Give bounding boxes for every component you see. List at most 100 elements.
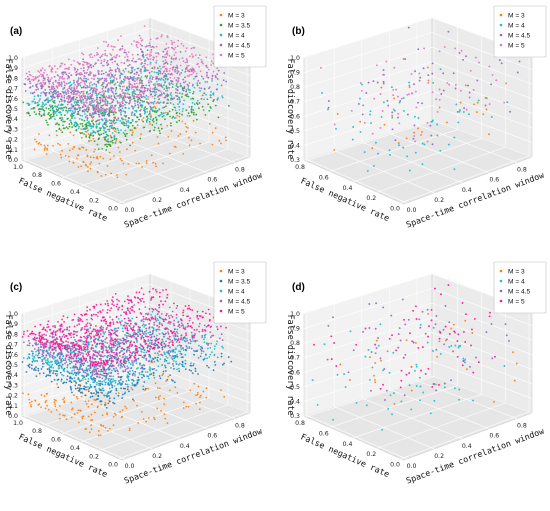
scatter-point	[99, 365, 101, 368]
scatter-point	[42, 79, 45, 82]
scatter-point	[134, 85, 137, 88]
scatter-point	[192, 92, 194, 95]
scatter-point	[77, 110, 79, 113]
scatter-point	[99, 380, 102, 383]
scatter-point	[190, 108, 193, 111]
scatter-point	[156, 343, 158, 346]
scatter-point	[86, 95, 89, 98]
scatter-point	[150, 154, 153, 157]
scatter-point	[192, 55, 195, 57]
scatter-point	[60, 378, 63, 381]
scatter-point	[106, 326, 108, 329]
scatter-point	[117, 308, 119, 310]
y-tick-label: 0.8	[295, 164, 305, 171]
scatter-point	[488, 133, 490, 136]
scatter-point	[72, 95, 75, 98]
scatter-point	[96, 170, 99, 173]
scatter-point	[32, 75, 34, 78]
scatter-point	[176, 368, 178, 371]
scatter-point	[113, 355, 116, 358]
scatter-point	[45, 103, 47, 105]
scatter-point	[101, 111, 104, 114]
scatter-point	[175, 317, 178, 319]
scatter-point	[130, 86, 133, 89]
scatter-point	[164, 118, 166, 120]
scatter-point	[194, 370, 197, 372]
scatter-point	[442, 72, 445, 75]
scatter-point	[65, 361, 68, 363]
scatter-point	[109, 368, 111, 370]
scatter-point	[124, 110, 127, 113]
scatter-point	[115, 119, 118, 121]
scatter-point	[180, 72, 183, 74]
scatter-point	[159, 90, 162, 93]
scatter-point	[116, 63, 119, 66]
scatter-point	[107, 91, 110, 93]
scatter-point	[138, 354, 141, 357]
scatter-point	[149, 110, 151, 113]
scatter-point	[157, 319, 160, 322]
scatter-point	[105, 119, 107, 122]
scatter-point	[143, 66, 146, 69]
x-gridline	[361, 141, 462, 184]
scatter-point	[99, 99, 101, 102]
scatter-point	[115, 137, 118, 140]
scatter-point	[127, 335, 129, 337]
scatter-point	[68, 358, 70, 361]
scatter-point	[69, 347, 72, 350]
scatter-point	[99, 155, 102, 158]
scatter-point	[89, 383, 92, 386]
scatter-point	[92, 357, 94, 360]
scatter-point	[106, 393, 109, 395]
scatter-point	[382, 73, 385, 76]
scatter-point	[129, 356, 132, 359]
scatter-point	[67, 351, 70, 354]
scatter-point	[174, 107, 177, 109]
scatter-point	[48, 370, 51, 373]
scatter-point	[101, 414, 104, 417]
scatter-point	[96, 96, 99, 99]
legend-entry: M = 4.5	[508, 32, 531, 39]
scatter-point	[186, 61, 189, 63]
scatter-point	[94, 148, 96, 151]
scatter-point	[436, 134, 439, 137]
scatter-point	[85, 126, 88, 128]
scatter-point	[166, 337, 169, 340]
scatter-point	[167, 328, 170, 331]
scatter-point	[195, 402, 198, 405]
scatter-point	[54, 405, 57, 408]
scatter-point	[125, 336, 128, 339]
scatter-point	[121, 397, 124, 399]
scatter-point	[156, 356, 159, 359]
scatter-point	[82, 161, 85, 164]
scatter-point	[63, 63, 66, 66]
scatter-point	[199, 142, 202, 145]
scatter-point	[73, 92, 76, 95]
scatter-point	[82, 371, 85, 373]
scatter-point	[186, 307, 189, 310]
scatter-point	[181, 113, 184, 116]
y-gridline	[99, 148, 229, 195]
scatter-point	[93, 140, 96, 143]
x-tick-label: 0.6	[207, 177, 217, 184]
z-tick-label: 0.5	[8, 106, 18, 113]
scatter-point	[198, 325, 200, 328]
scatter-point	[98, 382, 101, 385]
scatter-point	[170, 92, 173, 94]
scatter-point	[113, 135, 116, 138]
scatter-point	[149, 130, 152, 132]
scatter-point	[62, 124, 64, 127]
scatter-point	[411, 92, 414, 95]
scatter-point	[61, 149, 63, 152]
scatter-point	[147, 377, 150, 380]
scatter-point	[111, 349, 114, 352]
scatter-point	[162, 372, 165, 375]
scatter-point	[98, 79, 101, 82]
scatter-point	[426, 140, 429, 143]
scatter-point	[79, 148, 81, 151]
scatter-point	[66, 344, 69, 346]
scatter-point	[74, 98, 77, 101]
scatter-point	[161, 127, 163, 130]
scatter-point	[85, 81, 88, 83]
scatter-point	[151, 339, 153, 342]
